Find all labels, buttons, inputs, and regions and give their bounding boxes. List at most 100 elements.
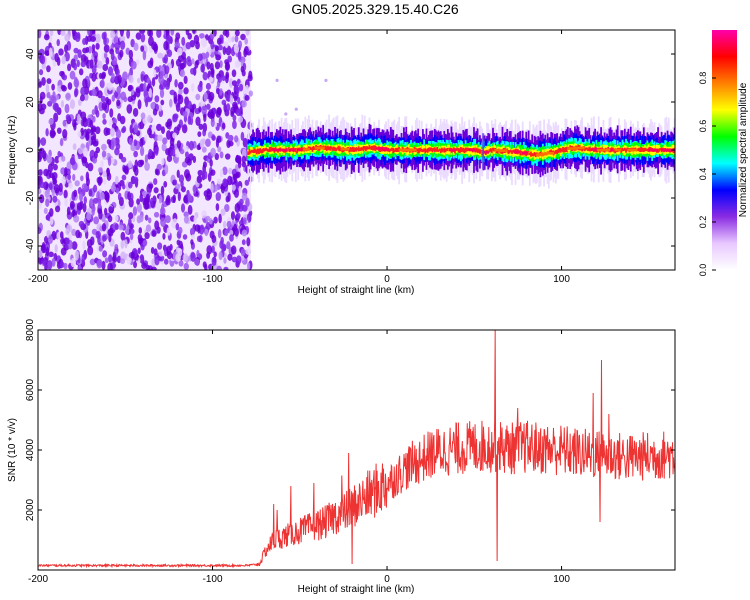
snr-frame (37, 329, 676, 571)
noise-blob (73, 122, 77, 131)
noise-blob (133, 42, 139, 51)
noise-blob (245, 248, 252, 255)
noise-blob (59, 138, 64, 147)
signal-peak (281, 148, 291, 152)
signal-cell (420, 148, 423, 152)
signal-cell (260, 149, 263, 154)
signal-cell (391, 147, 393, 152)
noise-blob (151, 77, 156, 87)
noise-blob (182, 110, 188, 118)
noise-blob (144, 214, 149, 221)
signal-cell (553, 151, 556, 155)
noise-blob (89, 258, 96, 266)
noise-blob (178, 88, 183, 95)
noise-blob (135, 87, 141, 98)
noise-blob (58, 182, 63, 193)
noise-blob (218, 251, 223, 261)
noise-blob (95, 109, 100, 118)
noise-blob (206, 188, 211, 195)
noise-blob (198, 235, 203, 243)
noise-blob (139, 137, 144, 148)
x-tick-label: -100 (203, 274, 223, 285)
noise-blob (116, 99, 121, 107)
noise-blob (148, 88, 152, 98)
noise-blob (163, 181, 168, 188)
noise-blob (46, 91, 51, 99)
noise-blob (38, 48, 45, 57)
noise-blob (243, 137, 248, 145)
noise-blob (216, 135, 222, 144)
signal-cell (647, 147, 650, 152)
signal-cell (490, 148, 493, 153)
signal-cell (460, 147, 462, 153)
noise-blob (163, 40, 169, 51)
noise-blob (174, 41, 181, 48)
noise-blob (241, 69, 246, 77)
signal-cell (422, 144, 424, 154)
noise-blob (145, 224, 152, 232)
noise-blob (123, 96, 128, 103)
noise-blob (98, 209, 103, 220)
noise-blob (137, 99, 142, 110)
signal-peak (293, 148, 302, 152)
noise-blob (119, 35, 126, 43)
noise-blob (61, 155, 66, 162)
noise-blob (107, 82, 113, 91)
noise-blob (158, 194, 163, 204)
noise-blob (103, 36, 107, 46)
noise-blob (160, 157, 165, 166)
noise-blob (101, 101, 108, 111)
noise-blob (85, 132, 90, 142)
noise-blob (41, 63, 47, 70)
noise-blob (135, 32, 142, 40)
noise-blob (43, 34, 50, 41)
noise-blob (82, 37, 87, 45)
signal-cell (446, 147, 449, 151)
noise-blob (233, 188, 239, 198)
signal-cell (313, 147, 316, 150)
noise-blob (169, 89, 176, 96)
noise-blob (60, 30, 66, 36)
signal-cell (255, 149, 258, 155)
noise-blob (81, 156, 88, 164)
noise-blob (77, 98, 82, 107)
noise-blob (78, 220, 85, 228)
noise-blob (219, 168, 224, 178)
noise-blob (158, 254, 165, 262)
noise-blob (137, 247, 141, 254)
signal-peak (468, 148, 476, 152)
noise-blob (74, 154, 79, 162)
noise-blob (100, 160, 104, 168)
noise-blob (80, 54, 87, 63)
noise-blob (178, 226, 183, 235)
noise-blob (120, 239, 125, 250)
noise-blob (60, 100, 65, 108)
noise-blob (51, 257, 56, 267)
noise-blob (176, 169, 180, 178)
noise-blob (64, 166, 68, 176)
noise-blob (231, 256, 238, 263)
noise-blob (178, 174, 185, 184)
noise-blob (164, 215, 171, 224)
noise-blob (43, 207, 48, 215)
noise-blob (39, 194, 45, 204)
noise-blob (206, 103, 211, 110)
signal-cell (642, 148, 645, 153)
colorbar: 0.0 0.2 0.4 0.6 0.8 Normalized spectral ampl… (698, 30, 749, 276)
noise-blob (89, 120, 94, 128)
noise-blob (101, 223, 107, 232)
signal-peak (591, 148, 601, 151)
signal-cell (353, 147, 355, 153)
signal-cell (509, 149, 512, 156)
noise-blob (38, 169, 43, 176)
noise-blob (248, 70, 253, 79)
noise-blob (91, 30, 96, 35)
noise-blob (38, 137, 41, 147)
noise-blob (137, 77, 141, 84)
noise-blob (73, 47, 79, 54)
noise-blob (133, 139, 138, 147)
noise-blob (205, 194, 211, 201)
noise-blob (246, 262, 251, 270)
